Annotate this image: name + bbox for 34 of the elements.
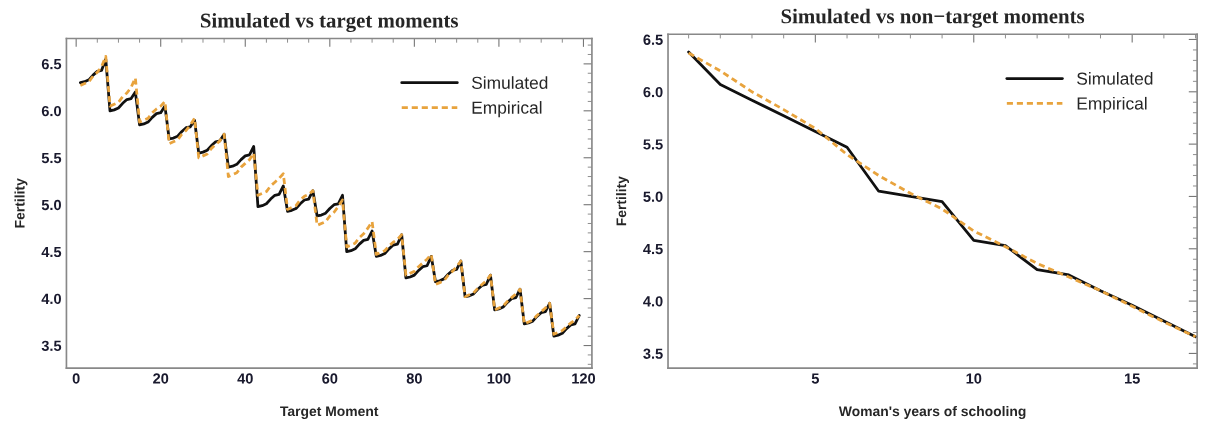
chart-title: Simulated vs target moments — [200, 12, 458, 33]
y-tick-label: 5.5 — [643, 139, 663, 150]
y-tick-label: 4.0 — [41, 293, 61, 305]
y-tick-label: 5.5 — [41, 153, 62, 164]
x-axis-title: Woman's years of schooling — [838, 405, 1026, 419]
x-tick-label: 20 — [153, 373, 169, 384]
y-tick-label: 3.5 — [41, 340, 62, 351]
x-tick-label: 10 — [966, 373, 982, 384]
y-tick-label: 6.5 — [41, 58, 62, 70]
y-tick-label: 4.5 — [643, 244, 663, 255]
x-axis-title: Target Moment — [280, 406, 379, 419]
x-tick-label: 0 — [72, 373, 80, 384]
y-tick-label: 6.5 — [643, 34, 663, 45]
legend-label: Empirical — [472, 101, 542, 118]
y-tick-label: 5.0 — [41, 199, 61, 211]
x-tick-label: 5 — [811, 373, 819, 384]
y-axis-title: Fertility — [616, 176, 629, 226]
y-tick-label: 4.0 — [643, 296, 663, 307]
y-tick-label: 6.0 — [643, 86, 663, 98]
y-axis-title: Fertility — [14, 178, 28, 228]
x-tick-label: 15 — [1124, 373, 1140, 384]
legend-label: Empirical — [1077, 96, 1147, 114]
y-tick-label: 5.0 — [643, 191, 663, 202]
x-tick-label: 120 — [572, 373, 596, 384]
y-tick-label: 3.5 — [643, 348, 663, 359]
x-tick-label: 60 — [322, 373, 338, 384]
y-tick-label: 6.0 — [41, 105, 61, 117]
x-tick-label: 100 — [487, 373, 511, 384]
chart-title: Simulated vs non−target moments — [781, 8, 1085, 28]
legend-label: Simulated — [471, 76, 548, 89]
x-tick-label: 80 — [406, 373, 422, 384]
y-tick-label: 4.5 — [41, 246, 62, 258]
x-tick-label: 40 — [237, 373, 253, 384]
legend-label: Simulated — [1077, 72, 1153, 85]
